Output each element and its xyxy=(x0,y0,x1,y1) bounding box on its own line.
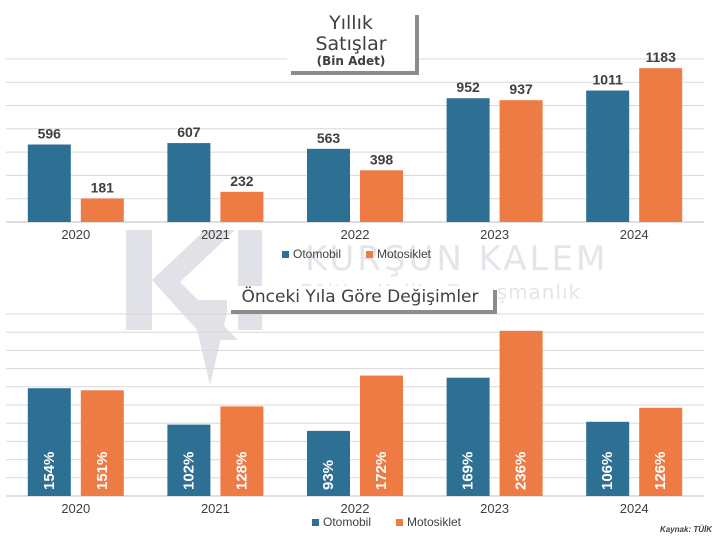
bar-motosiklet xyxy=(220,406,264,496)
data-label: 102% xyxy=(180,452,197,490)
bar-otomobil xyxy=(27,388,71,496)
x-tick-label: 2020 xyxy=(61,501,90,516)
legend-label-otomobil: Otomobil xyxy=(323,515,371,529)
x-tick-label: 2022 xyxy=(341,227,370,242)
data-label: 398 xyxy=(370,151,394,167)
bar-motosiklet xyxy=(499,100,543,222)
data-label: 1011 xyxy=(593,72,624,88)
chart-title: Önceki Yıla Göre Değişimler xyxy=(241,287,479,307)
data-label: 151% xyxy=(94,452,111,490)
bar-motosiklet xyxy=(499,330,543,496)
x-tick-label: 2021 xyxy=(201,501,230,516)
legend-swatch-motosiklet xyxy=(396,519,403,526)
bar-otomobil xyxy=(586,421,630,496)
bar-otomobil xyxy=(167,424,211,496)
data-label: 236% xyxy=(513,452,530,490)
bar-otomobil xyxy=(307,430,350,496)
source-note: Kaynak: TÜİK xyxy=(659,525,712,534)
bar-motosiklet xyxy=(220,191,264,222)
legend-label-motosiklet: Motosiklet xyxy=(407,515,462,529)
legend-swatch-motosiklet xyxy=(366,251,373,258)
data-label: 607 xyxy=(177,124,201,140)
bar-motosiklet xyxy=(360,375,403,496)
data-label: 128% xyxy=(233,452,250,490)
data-label: 172% xyxy=(373,452,390,490)
x-tick-label: 2023 xyxy=(480,501,509,516)
legend-label-otomobil: Otomobil xyxy=(293,247,341,261)
data-label: 952 xyxy=(456,79,480,95)
bar-motosiklet xyxy=(639,407,683,496)
bar-motosiklet xyxy=(360,170,403,222)
yearly-sales-chart: 596 181 2020 607 232 2021 563 398 2022 952 937 2023… xyxy=(6,49,704,261)
bar-motosiklet xyxy=(639,68,683,223)
data-label: 596 xyxy=(38,126,62,142)
x-tick-label: 2022 xyxy=(341,501,370,516)
yearly-change-title-box: Önceki Yıla Göre Değişimler xyxy=(227,286,493,310)
data-label: 169% xyxy=(460,452,477,490)
bar-otomobil xyxy=(446,98,490,222)
x-tick-label: 2024 xyxy=(620,501,649,516)
bar-otomobil xyxy=(27,144,71,222)
bar-otomobil xyxy=(586,90,630,222)
yearly-sales-title-box: Yıllık Satışlar (Bin Adet) xyxy=(287,11,415,71)
x-tick-label: 2020 xyxy=(61,227,90,242)
chart-subtitle: (Bin Adet) xyxy=(316,53,386,68)
data-label: 93% xyxy=(320,460,337,490)
legend-swatch-otomobil xyxy=(282,251,289,258)
data-label: 563 xyxy=(317,130,341,146)
x-tick-label: 2021 xyxy=(201,227,230,242)
x-tick-label: 2023 xyxy=(480,227,509,242)
data-label: 937 xyxy=(509,81,533,97)
bar-motosiklet xyxy=(80,390,124,496)
legend-swatch-otomobil xyxy=(312,519,319,526)
bar-otomobil xyxy=(446,377,490,496)
bar-otomobil xyxy=(167,143,211,222)
chart-title: Yıllık Satışlar xyxy=(315,12,387,55)
x-tick-label: 2024 xyxy=(620,227,649,242)
data-label: 126% xyxy=(652,452,669,490)
legend-label-motosiklet: Motosiklet xyxy=(377,247,432,261)
bar-otomobil xyxy=(307,148,350,222)
watermark-line1: KURŞUN KALEM xyxy=(305,239,608,279)
data-label: 154% xyxy=(41,452,58,490)
data-label: 181 xyxy=(91,179,115,195)
data-label: 1183 xyxy=(646,49,677,65)
data-label: 106% xyxy=(599,452,616,490)
bar-motosiklet xyxy=(80,198,124,222)
data-label: 232 xyxy=(230,173,254,189)
